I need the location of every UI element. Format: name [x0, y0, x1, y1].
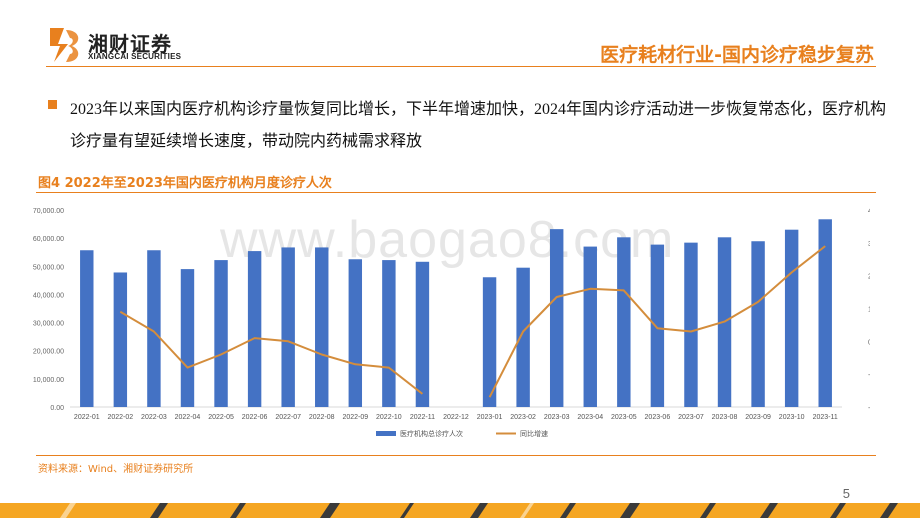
footer-stripe — [0, 503, 920, 518]
growth-line-segment — [119, 310, 424, 395]
bar-2023-07 — [684, 242, 698, 407]
figure-source: 资料来源：Wind、湘财证券研究所 — [38, 464, 194, 475]
bar-2023-03 — [549, 229, 564, 407]
figure-top-divider — [36, 192, 876, 193]
bar-2022-02 — [113, 272, 128, 407]
bar-2022-09 — [348, 259, 363, 407]
left-axis-tick-label: 20,000.00 — [33, 349, 64, 356]
bar-2023-05 — [617, 237, 631, 407]
bar-2023-10 — [784, 229, 799, 407]
bar-2022-04 — [180, 269, 195, 407]
x-tick-label: 2022-04 — [175, 414, 201, 421]
x-tick-label: 2023-10 — [779, 414, 805, 421]
right-axis-tick-label: 10% — [868, 307, 870, 314]
x-tick-label: 2023-11 — [813, 414, 838, 421]
left-axis-tick-label: 60,000.00 — [33, 236, 64, 243]
right-axis-tick-label: 0% — [868, 339, 870, 346]
x-tick-label: 2022-06 — [242, 414, 268, 421]
x-tick-label: 2023-07 — [678, 414, 704, 421]
left-axis-tick-label: 0.00 — [50, 405, 64, 412]
x-tick-label: 2022-12 — [443, 414, 469, 421]
x-tick-label: 2022-10 — [376, 414, 402, 421]
chart: 0.00 10,000.00 20,000.00 30,000.00 40,000.00… — [33, 208, 870, 438]
body-paragraph: 2023年以来国内医疗机构诊疗量恢复同比增长，下半年增速加快，2024年国内诊疗… — [70, 101, 887, 150]
bar-2023-06 — [650, 244, 665, 407]
left-axis-tick-label: 30,000.00 — [33, 321, 64, 328]
x-tick-label: 2023-09 — [745, 414, 771, 421]
logo-chinese-name: 湘财证券 — [88, 34, 172, 56]
x-tick-label: 2023-06 — [645, 414, 671, 421]
legend-bar-label: 医疗机构总诊疗人次 — [400, 429, 463, 438]
right-axis-tick-label: -10% — [868, 372, 870, 379]
x-tick-label: 2022-07 — [275, 414, 301, 421]
company-logo: 湘财证券 XIANGCAI SECURITIES — [46, 24, 196, 68]
right-axis-tick-label: -20% — [868, 405, 870, 412]
x-tick-label: 2022-02 — [107, 414, 133, 421]
bar-2022-01 — [80, 250, 94, 407]
x-tick-label: 2022-09 — [342, 414, 368, 421]
bar-2022-08 — [315, 247, 329, 407]
x-tick-label: 2023-04 — [577, 414, 603, 421]
page-number: 5 — [842, 486, 850, 501]
bar-2023-02 — [516, 267, 530, 407]
x-tick-label: 2022-03 — [141, 414, 167, 421]
bar-2022-11 — [415, 261, 430, 407]
x-tick-label: 2022-11 — [410, 414, 435, 421]
right-axis-tick-label: 20% — [868, 274, 870, 281]
bullet-square-icon — [48, 100, 57, 109]
left-axis-tick-label: 50,000.00 — [33, 264, 64, 271]
logo-mark-icon — [50, 28, 79, 62]
legend-bar-swatch — [376, 431, 396, 436]
x-tick-label: 2023-01 — [477, 414, 503, 421]
x-tick-label: 2023-02 — [510, 414, 536, 421]
x-tick-label: 2022-08 — [309, 414, 335, 421]
x-tick-label: 2022-01 — [74, 414, 100, 421]
x-tick-label: 2022-05 — [208, 414, 234, 421]
watermark: www.baogao8.com — [220, 211, 675, 269]
right-axis-tick-label: 40% — [868, 208, 870, 215]
bar-2022-10 — [382, 260, 396, 407]
figure-bottom-divider — [36, 455, 876, 456]
legend-line-label: 同比增速 — [520, 429, 548, 438]
bar-2023-09 — [751, 241, 765, 407]
left-axis-tick-label: 10,000.00 — [33, 377, 64, 384]
bar-2023-11 — [818, 219, 832, 407]
left-axis-tick-label: 70,000.00 — [33, 208, 64, 215]
figure-title: 图4 2022年至2023年国内医疗机构月度诊疗人次 — [38, 176, 332, 191]
x-tick-label: 2023-08 — [712, 414, 738, 421]
logo-english-name: XIANGCAI SECURITIES — [88, 52, 182, 61]
header-divider — [46, 66, 876, 67]
page-title: 医疗耗材行业-国内诊疗稳步复苏 — [600, 44, 874, 66]
bar-2023-04 — [583, 246, 597, 407]
left-axis-tick-label: 40,000.00 — [33, 292, 64, 299]
x-tick-label: 2023-03 — [544, 414, 570, 421]
bar-2022-05 — [214, 260, 228, 407]
bar-2022-07 — [281, 247, 295, 407]
bar-2022-06 — [247, 251, 262, 407]
right-axis-tick-label: 30% — [868, 241, 870, 248]
bar-2023-01 — [482, 277, 497, 407]
x-tick-label: 2023-05 — [611, 414, 637, 421]
bar-2022-03 — [147, 250, 161, 407]
